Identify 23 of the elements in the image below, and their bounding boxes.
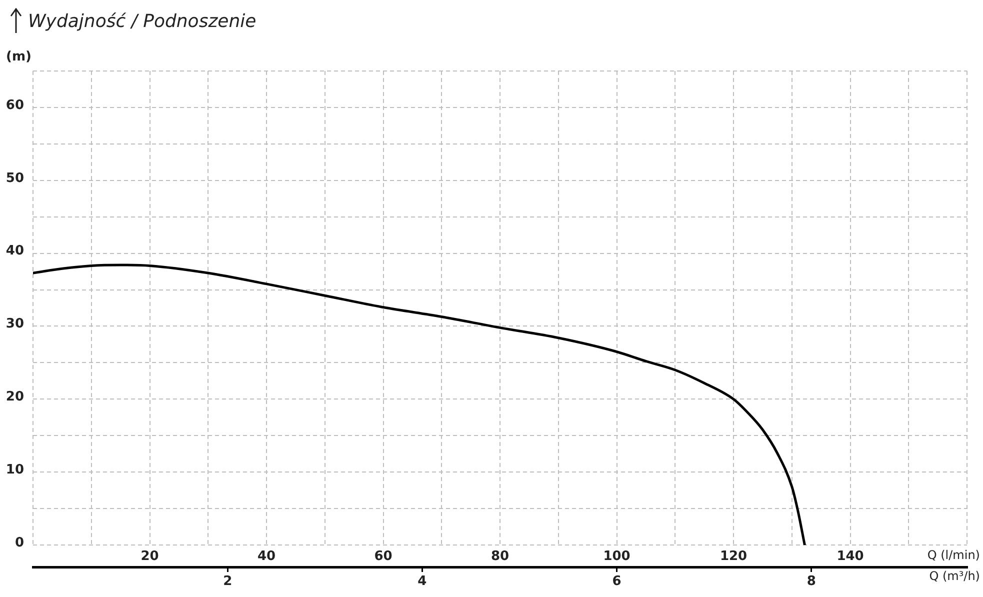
x-tick-label: 80 (490, 549, 510, 564)
y-tick-label: 50 (6, 170, 24, 186)
x2-tick-label: 4 (418, 574, 427, 590)
x2-tick-label: 6 (612, 574, 622, 590)
y-tick-label: 10 (6, 462, 24, 478)
x2-tick-label: 8 (806, 574, 816, 590)
y-tick-label: 20 (6, 390, 24, 405)
x-axis-title: Q (l/min) (927, 548, 980, 562)
x-tick-label: 140 (836, 549, 864, 564)
y-axis-title: (m) (6, 49, 32, 64)
x2-axis-title: Q (m³/h) (929, 569, 980, 584)
x2-tick-label: 2 (223, 574, 232, 590)
x-tick-label: 60 (374, 549, 392, 564)
y-tick-label: 60 (6, 98, 24, 113)
x-tick-label: 20 (140, 549, 159, 564)
chart-title: Wydajność / Podnoszenie (28, 10, 256, 32)
y-tick-label: 40 (6, 244, 24, 259)
y-tick-label: 0 (14, 535, 24, 550)
y-tick-label: 30 (6, 316, 24, 332)
line-series (33, 264, 806, 545)
x-tick-label: 120 (720, 549, 748, 564)
x-tick-label: 100 (603, 549, 630, 564)
x-tick-label: 40 (257, 549, 276, 564)
